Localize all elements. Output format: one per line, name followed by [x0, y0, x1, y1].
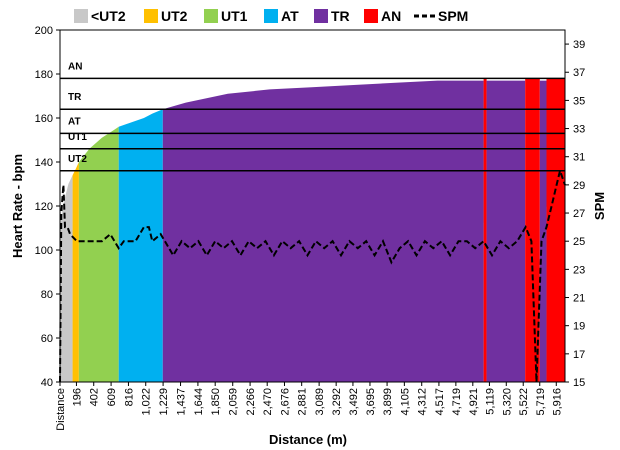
plot-area: AN TR AT UT1 UT2	[59, 29, 566, 383]
zone-label-ut1: UT1	[68, 132, 87, 143]
x-tick-label: 609	[106, 388, 118, 406]
x-tick-label: Distance	[55, 388, 67, 431]
y2-tick-label: 23	[573, 264, 585, 276]
x-tick-label: 3,089	[314, 388, 326, 416]
x-tick-label: 5,119	[484, 388, 496, 415]
x-tick-label: 4,719	[451, 388, 463, 416]
legend-swatch-at	[264, 9, 278, 23]
legend: <UT2 UT2 UT1 AT TR AN SPM	[74, 8, 468, 24]
legend-label-ut2: UT2	[161, 8, 188, 24]
x-axis-title: Distance (m)	[269, 432, 347, 447]
x-tick-label: 2,266	[245, 388, 257, 416]
legend-label-tr: TR	[331, 8, 350, 24]
y2-axis-title: SPM	[592, 192, 607, 220]
y-tick-label: 160	[35, 113, 53, 125]
y2-tick-label: 33	[573, 124, 585, 136]
hr-area-tr-8	[539, 80, 547, 382]
hr-area-tr-6	[486, 80, 526, 382]
y2-tick-label: 17	[573, 349, 585, 361]
y2-tick-label: 21	[573, 293, 585, 305]
zone-label-ut2: UT2	[68, 154, 87, 165]
x-tick-label: 1,850	[210, 388, 222, 416]
x-tick-label: 5,522	[518, 388, 530, 416]
y2-tick-label: 15	[573, 377, 585, 389]
y-tick-label: 180	[35, 69, 53, 81]
hr-area-lt-ut2-0	[60, 175, 73, 382]
x-tick-label: 3,899	[382, 388, 394, 416]
y-axis-left: 40 60 80 100 120 140 160 180 200	[35, 25, 60, 389]
zone-label-tr: TR	[68, 92, 82, 103]
y-tick-label: 120	[35, 201, 53, 213]
spm-series	[59, 167, 566, 383]
x-tick-label: 2,059	[228, 388, 240, 416]
x-tick-label: 4,312	[417, 388, 429, 416]
legend-label-at: AT	[281, 8, 299, 24]
y-tick-label: 60	[41, 333, 53, 345]
y2-tick-label: 19	[573, 321, 585, 333]
x-tick-label: 5,320	[501, 388, 513, 416]
x-tick-label: 1,022	[141, 388, 153, 416]
x-tick-label: 196	[71, 388, 83, 406]
hr-area-an-5	[483, 78, 487, 383]
hr-area-tr-4	[162, 80, 484, 382]
hr-zone-areas	[60, 78, 565, 383]
legend-swatch-an	[364, 9, 378, 23]
x-tick-label: 4,921	[468, 388, 480, 416]
y2-tick-label: 35	[573, 95, 585, 107]
x-tick-label: 3,695	[365, 388, 377, 416]
y-tick-label: 80	[41, 289, 53, 301]
x-tick-label: 5,719	[535, 388, 547, 416]
x-tick-label: 2,676	[280, 388, 292, 416]
y2-tick-label: 29	[573, 180, 585, 192]
y2-tick-label: 39	[573, 39, 585, 51]
legend-label-lt-ut2: <UT2	[91, 8, 126, 24]
x-tick-label: 2,881	[297, 388, 309, 416]
y-axis-title: Heart Rate - bpm	[10, 154, 25, 258]
legend-swatch-ut1	[204, 9, 218, 23]
zone-label-at: AT	[68, 116, 81, 127]
legend-label-an: AN	[381, 8, 401, 24]
x-tick-label: 4,517	[434, 388, 446, 416]
y-axis-right: 15 17 19 21 23 25 27 29 31 33 35 37 39	[565, 39, 585, 389]
legend-label-ut1: UT1	[221, 8, 248, 24]
x-tick-label: 4,105	[399, 388, 411, 416]
hr-area-ut2-1	[72, 162, 79, 382]
y-tick-label: 100	[35, 245, 53, 257]
spm-line	[59, 167, 566, 383]
x-axis: Distance 196 402 609 816 1,022 1,229 1,437 1,644…	[55, 382, 563, 431]
legend-swatch-lt-ut2	[74, 9, 88, 23]
x-tick-label: 402	[89, 388, 101, 406]
x-tick-label: 1,437	[176, 388, 188, 416]
legend-swatch-ut2	[144, 9, 158, 23]
hr-area-an-7	[525, 78, 540, 383]
x-tick-label: 3,292	[331, 388, 343, 416]
y-tick-label: 200	[35, 25, 53, 37]
x-tick-label: 816	[124, 388, 136, 406]
hr-area-ut1-2	[78, 126, 119, 382]
y2-tick-label: 25	[573, 236, 585, 248]
zone-label-an: AN	[68, 61, 82, 72]
legend-swatch-tr	[314, 9, 328, 23]
legend-label-spm: SPM	[438, 8, 468, 24]
hr-area-an-9	[546, 78, 565, 383]
x-tick-label: 5,916	[551, 388, 563, 416]
y-tick-label: 40	[41, 377, 53, 389]
hr-area-at-3	[118, 109, 163, 382]
y2-tick-label: 37	[573, 67, 585, 79]
x-tick-label: 2,470	[262, 388, 274, 416]
y-tick-label: 140	[35, 157, 53, 169]
x-tick-label: 1,229	[158, 388, 170, 416]
x-tick-label: 1,644	[193, 388, 205, 416]
zone-threshold-lines: AN TR AT UT1 UT2	[60, 61, 565, 172]
y2-tick-label: 31	[573, 152, 585, 164]
x-tick-label: 3,492	[348, 388, 360, 416]
y2-tick-label: 27	[573, 208, 585, 220]
